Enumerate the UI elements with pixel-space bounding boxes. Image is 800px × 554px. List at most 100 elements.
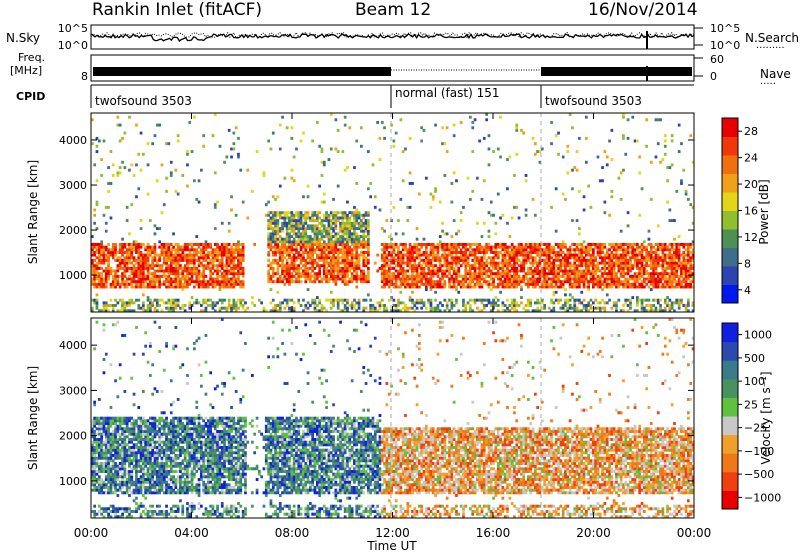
heat-cell bbox=[680, 243, 683, 246]
heat-cell bbox=[176, 139, 180, 143]
heat-cell bbox=[401, 232, 405, 236]
heat-cell bbox=[441, 304, 444, 307]
heat-cell bbox=[357, 224, 361, 228]
heat-cell bbox=[241, 266, 245, 270]
heat-cell bbox=[309, 251, 312, 254]
heat-cell bbox=[408, 274, 412, 278]
heat-cell bbox=[545, 285, 549, 289]
heat-cell bbox=[274, 251, 277, 254]
heat-cell bbox=[383, 264, 386, 268]
heat-cell bbox=[464, 258, 468, 262]
heat-cell bbox=[100, 419, 104, 423]
heat-cell bbox=[380, 272, 384, 276]
heat-cell bbox=[527, 285, 530, 289]
heat-cell bbox=[561, 285, 565, 289]
heat-cell bbox=[181, 256, 185, 260]
heat-cell bbox=[91, 282, 94, 286]
heat-cell bbox=[531, 272, 535, 276]
heat-cell bbox=[638, 272, 642, 276]
heat-cell bbox=[608, 272, 611, 276]
heat-cell bbox=[295, 240, 298, 244]
heat-cell bbox=[506, 261, 509, 265]
heat-cell bbox=[578, 248, 581, 252]
heat-cell bbox=[596, 280, 600, 284]
heat-cell bbox=[98, 422, 101, 425]
heat-cell bbox=[371, 304, 375, 307]
heat-cell bbox=[506, 221, 509, 225]
heat-cell bbox=[661, 274, 665, 278]
heat-cell bbox=[387, 251, 391, 254]
heat-cell bbox=[394, 253, 398, 257]
heat-cell bbox=[290, 221, 294, 225]
heat-cell bbox=[663, 152, 667, 156]
heat-cell bbox=[311, 229, 315, 233]
heat-cell bbox=[276, 237, 280, 241]
heat-cell bbox=[267, 235, 271, 239]
heat-cell bbox=[162, 251, 166, 254]
heat-cell bbox=[387, 282, 391, 286]
heat-cell bbox=[427, 261, 431, 265]
heat-cell bbox=[176, 261, 180, 265]
heat-cell bbox=[596, 277, 600, 281]
heat-cell bbox=[274, 248, 277, 252]
heat-cell bbox=[211, 285, 215, 289]
heat-cell bbox=[687, 274, 690, 278]
heat-cell bbox=[564, 261, 567, 265]
heat-cell bbox=[654, 264, 658, 268]
heat-cell bbox=[436, 258, 440, 262]
heat-cell bbox=[469, 115, 472, 119]
heat-cell bbox=[237, 282, 240, 286]
heat-cell bbox=[626, 264, 630, 268]
heat-cell bbox=[346, 232, 349, 236]
heat-cell bbox=[494, 266, 498, 270]
heat-cell bbox=[216, 274, 219, 278]
heat-cell bbox=[573, 261, 577, 265]
heat-cell bbox=[457, 261, 461, 265]
heat-cell bbox=[190, 280, 194, 284]
heat-cell bbox=[564, 243, 567, 246]
heat-cell bbox=[274, 211, 277, 215]
heat-cell bbox=[109, 272, 113, 276]
heat-cell bbox=[668, 285, 672, 289]
heat-cell bbox=[485, 272, 489, 276]
heat-cell bbox=[543, 248, 547, 252]
heat-cell bbox=[552, 251, 556, 254]
heat-cell bbox=[98, 456, 101, 460]
heat-cell bbox=[172, 232, 175, 236]
heat-cell bbox=[552, 245, 556, 249]
heat-cell bbox=[687, 298, 690, 302]
heat-cell bbox=[355, 182, 359, 185]
heat-cell bbox=[264, 213, 268, 217]
heat-cell bbox=[610, 243, 614, 246]
heat-cell bbox=[283, 298, 287, 302]
heat-cell bbox=[128, 309, 131, 313]
heat-cell bbox=[276, 304, 280, 307]
heat-cell bbox=[211, 282, 215, 286]
heat-cell bbox=[383, 229, 386, 233]
heat-cell bbox=[529, 256, 533, 260]
heat-cell bbox=[130, 298, 134, 302]
heat-cell bbox=[281, 229, 284, 233]
heat-cell bbox=[355, 274, 359, 278]
heat-cell bbox=[111, 285, 115, 289]
heat-cell bbox=[411, 301, 414, 305]
heat-cell bbox=[387, 266, 391, 270]
heat-cell bbox=[225, 277, 229, 281]
heat-cell bbox=[561, 304, 565, 307]
heat-cell bbox=[438, 258, 442, 262]
heat-cell bbox=[397, 301, 400, 305]
heat-cell bbox=[167, 253, 171, 257]
heat-cell bbox=[640, 272, 644, 276]
heat-cell bbox=[357, 227, 361, 231]
heat-cell bbox=[274, 232, 277, 236]
heat-cell bbox=[401, 179, 405, 183]
heat-cell bbox=[283, 211, 287, 215]
heat-cell bbox=[162, 203, 166, 207]
heat-cell bbox=[139, 256, 143, 260]
heat-cell bbox=[271, 229, 275, 233]
heat-cell bbox=[420, 245, 424, 249]
heat-cell bbox=[640, 298, 644, 302]
heat-cell bbox=[269, 240, 273, 244]
heat-cell bbox=[654, 272, 658, 276]
heat-cell bbox=[190, 266, 194, 270]
